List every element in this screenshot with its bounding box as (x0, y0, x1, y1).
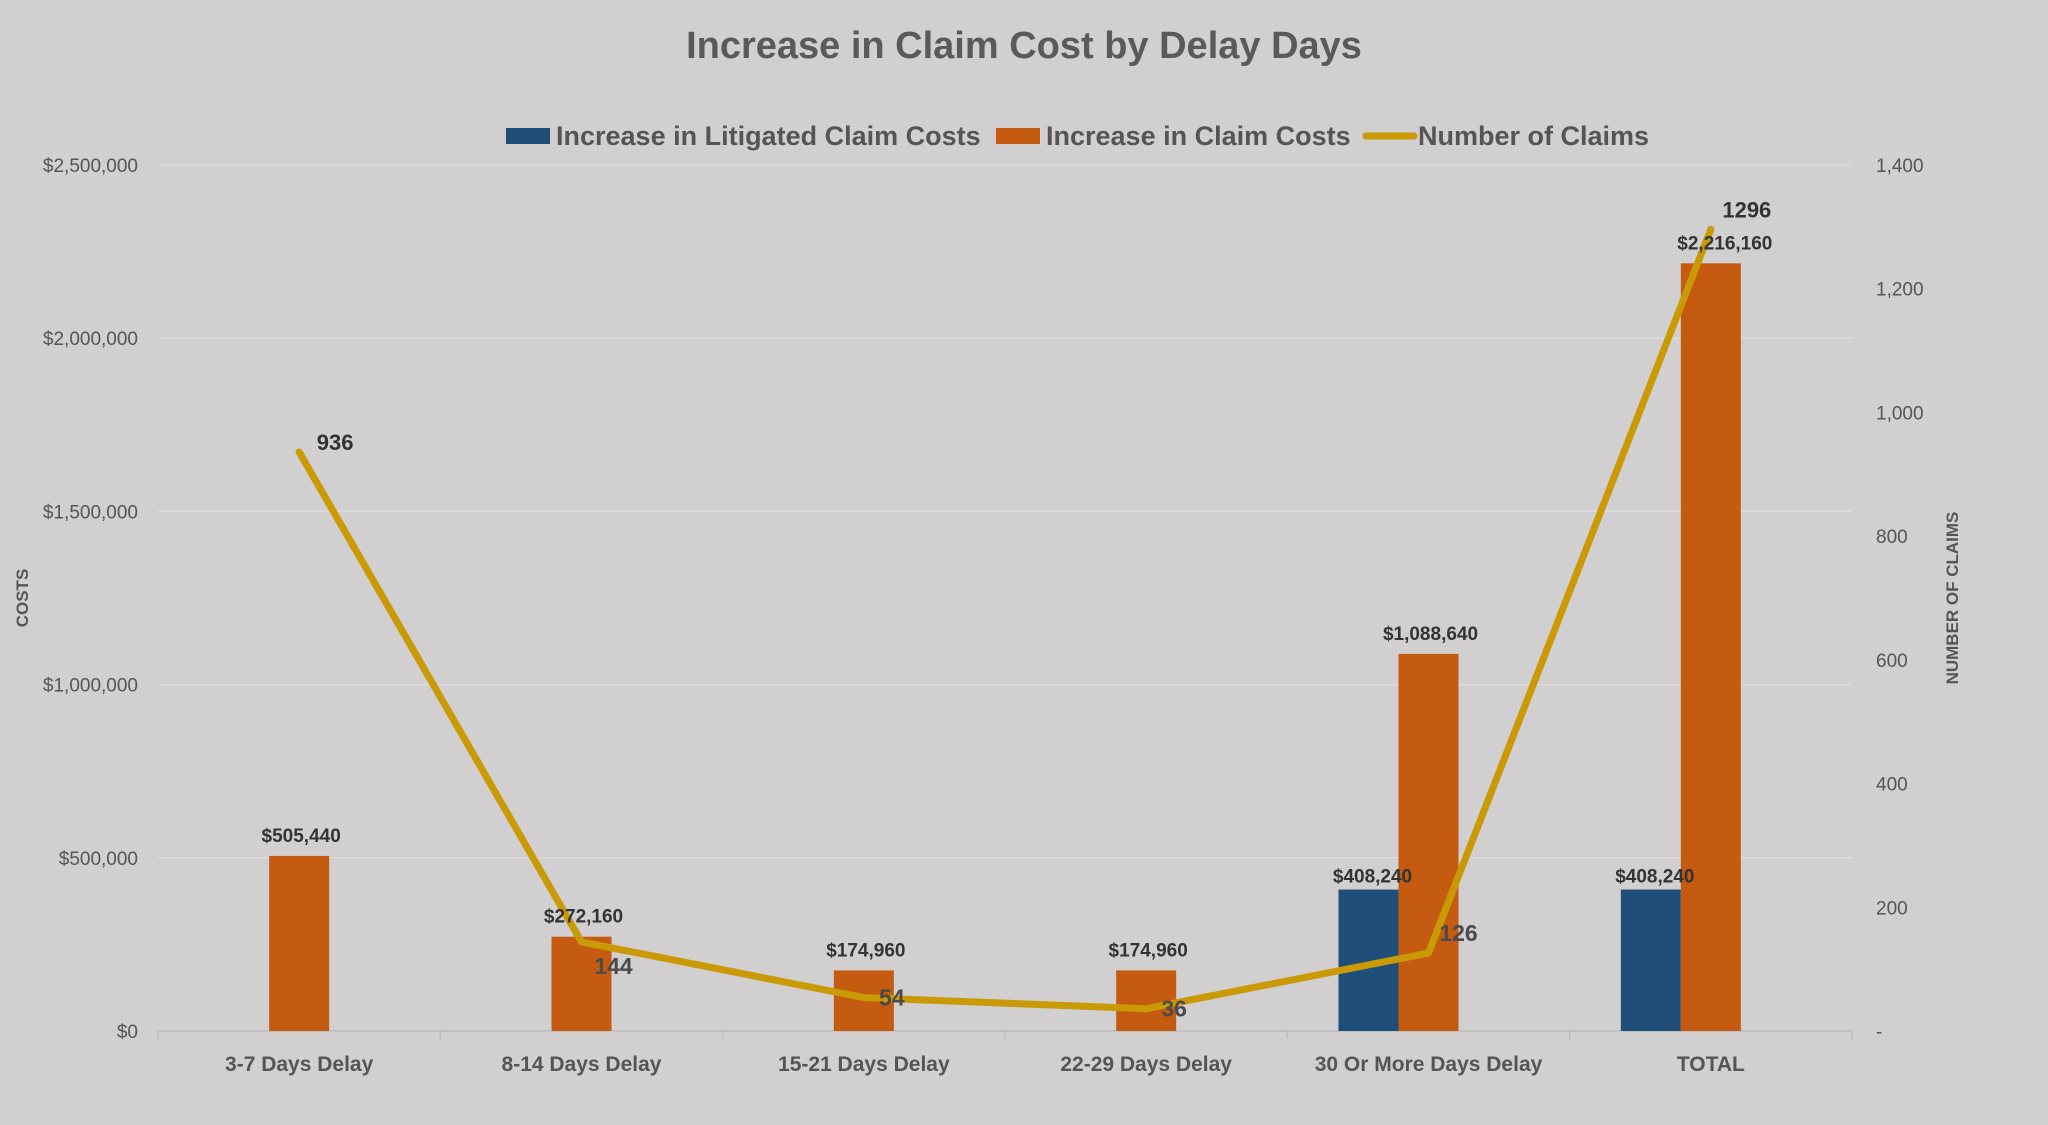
category-label: 30 Or More Days Delay (1315, 1053, 1543, 1076)
legend-label: Number of Claims (1418, 121, 1649, 151)
bar-claim-cost (1398, 653, 1459, 1031)
line-label: 936 (317, 430, 354, 455)
bar-claim-cost (1116, 970, 1177, 1031)
right-axis-title: NUMBER OF CLAIMS (1943, 512, 1962, 685)
claims-line (295, 225, 1715, 1013)
line-label: 144 (594, 953, 633, 979)
bar-claim-cost (1680, 263, 1741, 1032)
bar-litigated (1620, 889, 1681, 1031)
left-axis: $0 $500,000 $1,000,000 $1,500,000 $2,000,000… (13, 156, 138, 1043)
bar-label-claim-cost: $1,088,640 (1383, 624, 1478, 645)
right-tick-label: 1,000 (1876, 403, 1924, 424)
line-label: 36 (1161, 996, 1187, 1022)
category-label: 3-7 Days Delay (225, 1053, 374, 1076)
legend-label: Increase in Litigated Claim Costs (556, 121, 981, 151)
left-tick-label: $0 (117, 1022, 138, 1043)
legend: Increase in Litigated Claim Costs Increas… (506, 121, 1649, 151)
right-tick-label: 400 (1876, 775, 1908, 796)
left-tick-label: $1,500,000 (43, 502, 138, 523)
category-label: TOTAL (1677, 1053, 1745, 1076)
bar-label-claim-cost: $2,216,160 (1677, 233, 1772, 254)
bar-label-claim-cost: $174,960 (826, 940, 905, 961)
bar-label-litigated: $408,240 (1615, 867, 1694, 888)
right-tick-label: 200 (1876, 898, 1908, 919)
line-label: 126 (1439, 920, 1477, 946)
category-label: 15-21 Days Delay (778, 1053, 950, 1076)
bar-claim-cost (269, 855, 330, 1031)
bar-claim-cost (551, 936, 612, 1031)
right-tick-label: - (1876, 1022, 1882, 1043)
right-tick-label: 1,200 (1876, 280, 1924, 301)
bar-label-claim-cost: $272,160 (544, 907, 623, 928)
right-tick-label: 1,400 (1876, 156, 1924, 177)
data-labels: $505,440 $272,160 $174,960 $174,960 $408,240… (262, 197, 1773, 1021)
left-tick-label: $2,000,000 (43, 329, 138, 350)
line-label: 54 (879, 985, 905, 1011)
left-tick-label: $1,000,000 (43, 676, 138, 697)
right-tick-label: 800 (1876, 527, 1908, 548)
legend-swatch (506, 128, 550, 144)
line-label: 1296 (1722, 197, 1771, 222)
category-label: 8-14 Days Delay (502, 1053, 662, 1076)
left-tick-label: $2,500,000 (43, 156, 138, 177)
category-label: 22-29 Days Delay (1060, 1053, 1232, 1076)
left-tick-label: $500,000 (59, 849, 138, 870)
left-axis-title: COSTS (13, 569, 32, 628)
bar-label-litigated: $408,240 (1333, 867, 1412, 888)
right-tick-label: 600 (1876, 651, 1908, 672)
right-axis: - 200 400 600 800 1,000 1,200 1,400 NUMBER OF CL… (1876, 156, 1962, 1043)
bar-label-claim-cost: $505,440 (262, 826, 341, 847)
legend-label: Increase in Claim Costs (1046, 121, 1351, 151)
claims-line-path (295, 225, 1715, 1013)
legend-swatch (996, 128, 1040, 144)
x-axis: 3-7 Days Delay 8-14 Days Delay 15-21 Days … (157, 1031, 1853, 1076)
bar-label-claim-cost: $174,960 (1109, 940, 1188, 961)
chart-title: Increase in Claim Cost by Delay Days (686, 25, 1362, 67)
bars (269, 263, 1741, 1032)
